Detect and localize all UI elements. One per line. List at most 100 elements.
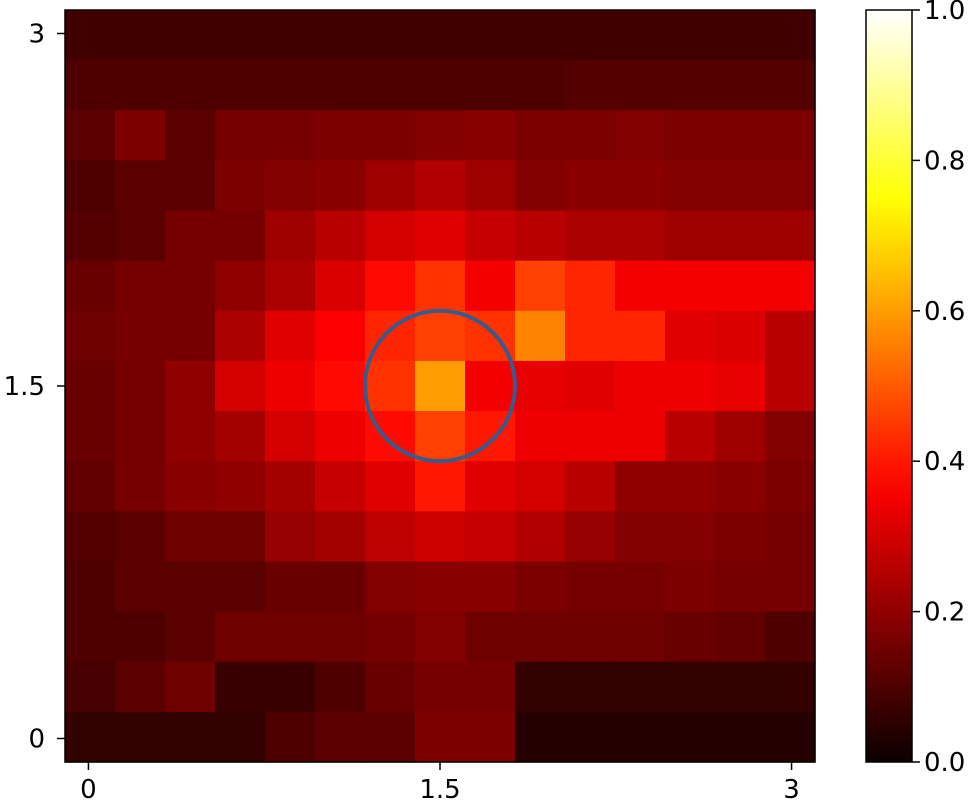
heatmap-cell: [665, 411, 716, 462]
heatmap-cell: [515, 711, 566, 763]
heatmap-cell: [615, 260, 666, 312]
heatmap-cell: [415, 611, 466, 663]
heatmap-cell: [265, 411, 316, 462]
heatmap-cell: [265, 210, 316, 262]
heatmap-cell: [715, 210, 766, 262]
heatmap-cell: [565, 10, 616, 61]
heatmap-cell: [265, 160, 316, 212]
heatmap-cell: [465, 360, 516, 412]
heatmap-cell: [365, 360, 416, 412]
heatmap-cell: [415, 160, 466, 212]
heatmap-cell: [615, 561, 666, 613]
heatmap-cell: [315, 310, 366, 362]
heatmap-cell: [465, 10, 516, 61]
heatmap-cell: [265, 110, 316, 161]
heatmap-cell: [515, 661, 566, 713]
heatmap-cell: [315, 611, 366, 663]
heatmap-cell: [165, 310, 216, 362]
heatmap-cell: [115, 711, 166, 763]
colorbar: [865, 9, 913, 763]
heatmap-cell: [415, 110, 466, 161]
heatmap-cell: [715, 561, 766, 613]
heatmap-cell: [765, 210, 816, 262]
heatmap-cell: [115, 661, 166, 713]
heatmap-cell: [265, 10, 316, 61]
heatmap-cell: [315, 561, 366, 613]
heatmap-cell: [265, 461, 316, 512]
heatmap-cell: [265, 511, 316, 563]
heatmap-cell: [565, 210, 616, 262]
colorbar-tick-label: 0.2: [924, 598, 965, 628]
heatmap-cell: [515, 110, 566, 161]
heatmap-cell: [565, 711, 616, 763]
heatmap-cell: [665, 661, 716, 713]
heatmap-cell: [765, 160, 816, 212]
heatmap-cell: [165, 611, 216, 663]
heatmap-cell: [665, 260, 716, 312]
heatmap-cell: [765, 260, 816, 312]
heatmap-cell: [415, 661, 466, 713]
heatmap-cell: [515, 60, 566, 111]
heatmap-cell: [65, 360, 116, 412]
heatmap-cell: [615, 10, 666, 61]
heatmap-cell: [515, 411, 566, 462]
heatmap-cell: [515, 360, 566, 412]
heatmap-cell: [515, 511, 566, 563]
heatmap-cell: [215, 260, 266, 312]
heatmap-cell: [415, 360, 466, 412]
heatmap-cell: [365, 711, 416, 763]
heatmap-cell: [715, 110, 766, 161]
heatmap-cell: [415, 411, 466, 462]
heatmap-cell: [365, 10, 416, 61]
heatmap-cell: [215, 310, 266, 362]
heatmap-cell: [165, 260, 216, 312]
heatmap-cell: [615, 60, 666, 111]
heatmap-cell: [565, 411, 616, 462]
heatmap-cell: [515, 461, 566, 512]
heatmap-cell: [115, 561, 166, 613]
heatmap-cell: [215, 10, 266, 61]
heatmap-cell: [765, 360, 816, 412]
heatmap-cell: [265, 310, 316, 362]
heatmap-cell: [215, 110, 266, 161]
heatmap-cell: [365, 611, 416, 663]
heatmap-cell: [415, 10, 466, 61]
heatmap-cell: [765, 711, 816, 763]
heatmap-cell: [515, 310, 566, 362]
heatmap-cell: [365, 661, 416, 713]
heatmap-cell: [165, 60, 216, 111]
heatmap-cell: [465, 711, 516, 763]
heatmap-cell: [215, 661, 266, 713]
heatmap-cell: [365, 60, 416, 111]
heatmap-cell: [615, 160, 666, 212]
heatmap-cell: [315, 10, 366, 61]
heatmap-cell: [615, 711, 666, 763]
heatmap-cell: [565, 611, 616, 663]
heatmap-cell: [515, 210, 566, 262]
colorbar-tick-label: 0.4: [924, 447, 965, 477]
y-tick-label: 0: [28, 725, 45, 755]
heatmap-cell: [765, 10, 816, 61]
colorbar-tick-label: 0.8: [924, 146, 965, 176]
heatmap-cell: [665, 711, 716, 763]
heatmap-cell: [115, 611, 166, 663]
heatmap-cell: [515, 260, 566, 312]
heatmap-cell: [215, 360, 266, 412]
heatmap-cell: [765, 561, 816, 613]
heatmap-cell: [565, 561, 616, 613]
heatmap-cell: [415, 210, 466, 262]
heatmap-cell: [715, 611, 766, 663]
heatmap-cell: [515, 611, 566, 663]
heatmap-cell: [115, 360, 166, 412]
heatmap-cell: [665, 561, 716, 613]
heatmap-cell: [165, 210, 216, 262]
heatmap-cell: [465, 260, 516, 312]
heatmap-cell: [315, 461, 366, 512]
heatmap-cell: [365, 260, 416, 312]
heatmap-cell: [615, 360, 666, 412]
heatmap-cell: [165, 561, 216, 613]
heatmap-cell: [715, 310, 766, 362]
heatmap-cell: [665, 461, 716, 512]
heatmap-cell: [665, 360, 716, 412]
